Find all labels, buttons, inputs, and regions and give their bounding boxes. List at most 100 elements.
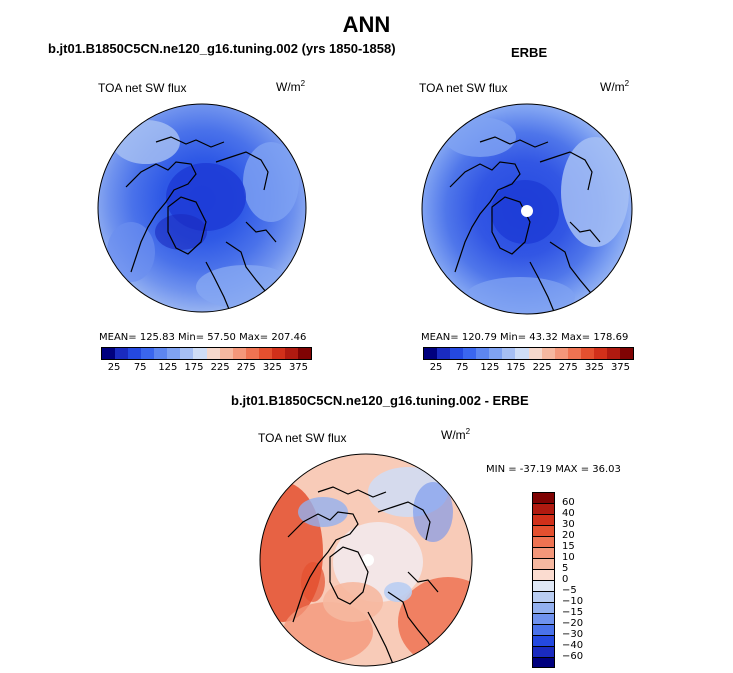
model-colorbar-swatch [232,348,246,359]
diff-colorbar-swatch [532,646,555,657]
obs-colorbar-tick-label: 75 [455,362,469,373]
diff-colorbar-tick-label: −5 [562,585,577,596]
diff-colorbar-swatch [532,569,555,580]
model-colorbar-swatch [258,348,272,359]
diff-unit: W/m2 [441,427,471,442]
diff-colorbar-tick-label: −15 [562,607,584,618]
model-colorbar-tick-label: 175 [184,362,204,373]
diff-colorbar-tick-label: 10 [562,552,575,563]
obs-colorbar-swatch [593,348,607,359]
model-colorbar-swatch [206,348,220,359]
model-colorbar-swatch [180,348,194,359]
model-colorbar-tick-label: 25 [107,362,121,373]
diff-colorbar-ticks: 60 40 30 20 15 10 5 0 −5 −10 −15 −20 −30 −40 −60 [562,492,612,668]
obs-colorbar-swatch [450,348,464,359]
diff-colorbar-tick-label: −20 [562,618,584,629]
model-colorbar-ticks: 25 75 125 175 225 275 325 375 [101,362,310,376]
diff-colorbar-swatch [532,514,555,525]
diff-colorbar-tick-label: −40 [562,640,584,651]
obs-colorbar-swatch [580,348,594,359]
obs-colorbar [423,347,634,360]
model-colorbar-swatch [219,348,233,359]
diff-colorbar-swatch [532,580,555,591]
obs-colorbar-swatch [463,348,477,359]
obs-colorbar-swatch [619,348,633,359]
obs-colorbar-tick-label: 125 [480,362,500,373]
diff-colorbar-tick-label: 40 [562,508,575,519]
model-panel-label: TOA net SW flux [98,81,187,95]
obs-colorbar-ticks: 25 75 125 175 225 275 325 375 [423,362,632,376]
diff-colorbar-swatch [532,602,555,613]
diff-colorbar-tick-label: 15 [562,541,575,552]
obs-unit: W/m2 [600,79,630,94]
diff-subtitle: b.jt01.B1850C5CN.ne120_g16.tuning.002 - … [231,393,529,408]
obs-colorbar-swatch [528,348,542,359]
diff-colorbar-swatch [532,503,555,514]
obs-colorbar-swatch [502,348,516,359]
diff-colorbar-swatch [532,558,555,569]
diff-colorbar-swatch [532,525,555,536]
model-polar-map [97,103,307,313]
obs-colorbar-swatch [424,348,438,359]
model-colorbar-swatch [284,348,298,359]
diff-colorbar-swatch [532,591,555,602]
diff-colorbar-tick-label: −10 [562,596,584,607]
model-colorbar-swatch [102,348,116,359]
diff-colorbar-tick-label: 0 [562,574,569,585]
model-colorbar-swatch [193,348,207,359]
obs-polar-map [421,103,633,315]
diff-colorbar-tick-label: 60 [562,497,575,508]
obs-colorbar-swatch [541,348,555,359]
main-title: ANN [342,12,391,37]
diff-colorbar-tick-label: 20 [562,530,575,541]
diff-colorbar-swatch [532,547,555,558]
obs-colorbar-tick-label: 275 [558,362,578,373]
diff-colorbar-tick-label: −60 [562,651,584,662]
model-colorbar-tick-label: 275 [236,362,256,373]
obs-colorbar-swatch [515,348,529,359]
diff-colorbar-tick-label: 5 [562,563,569,574]
diff-stats: MIN = -37.19 MAX = 36.03 [486,464,621,475]
model-colorbar-tick-label: 125 [158,362,178,373]
model-colorbar-swatch [297,348,311,359]
model-colorbar-swatch [115,348,129,359]
model-subtitle: b.jt01.B1850C5CN.ne120_g16.tuning.002 (y… [48,41,396,56]
model-colorbar-swatch [154,348,168,359]
diff-colorbar-swatch [532,635,555,646]
model-colorbar-swatch [128,348,142,359]
obs-colorbar-tick-label: 325 [584,362,604,373]
diff-colorbar [532,492,555,668]
obs-colorbar-swatch [567,348,581,359]
model-colorbar-swatch [141,348,155,359]
diff-colorbar-swatch [532,536,555,547]
model-colorbar-tick-label: 375 [288,362,309,373]
obs-colorbar-swatch [476,348,490,359]
obs-panel-label: TOA net SW flux [419,81,508,95]
obs-stats: MEAN= 120.79 Min= 43.32 Max= 178.69 [421,332,629,343]
model-colorbar-swatch [245,348,259,359]
diff-colorbar-tick-label: 30 [562,519,575,530]
obs-colorbar-tick-label: 375 [610,362,631,373]
obs-colorbar-swatch [437,348,451,359]
obs-colorbar-swatch [489,348,503,359]
model-colorbar-tick-label: 225 [210,362,230,373]
diff-polar-map [259,453,473,667]
model-colorbar [101,347,312,360]
diff-colorbar-tick-label: −30 [562,629,584,640]
model-colorbar-swatch [271,348,285,359]
model-colorbar-tick-label: 325 [262,362,282,373]
diff-panel-label: TOA net SW flux [258,431,347,445]
obs-colorbar-tick-label: 225 [532,362,552,373]
obs-colorbar-tick-label: 175 [506,362,526,373]
obs-colorbar-swatch [606,348,620,359]
obs-colorbar-swatch [554,348,568,359]
diff-colorbar-swatch [532,613,555,624]
obs-subtitle: ERBE [511,45,548,60]
model-unit: W/m2 [276,79,306,94]
diff-colorbar-swatch [532,657,555,668]
diff-colorbar-swatch [532,492,555,503]
obs-colorbar-tick-label: 25 [429,362,443,373]
diff-colorbar-swatch [532,624,555,635]
model-colorbar-tick-label: 75 [133,362,147,373]
model-colorbar-swatch [167,348,181,359]
